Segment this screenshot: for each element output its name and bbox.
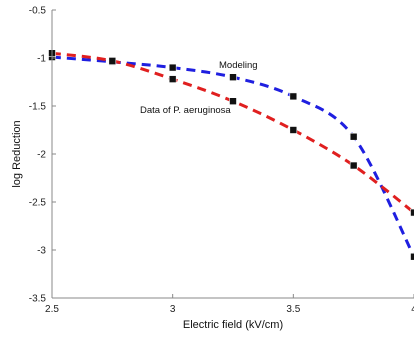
data-point-modeling	[168, 63, 177, 72]
data-point-data-of-p-aeruginosa	[349, 161, 358, 170]
data-point-data-of-p-aeruginosa	[410, 208, 414, 217]
data-point-data-of-p-aeruginosa	[108, 57, 117, 65]
y-tick-label: -1	[37, 54, 46, 65]
data-point-modeling	[289, 92, 298, 101]
data-point-modeling	[349, 132, 358, 141]
data-point-data-of-p-aeruginosa	[168, 75, 177, 83]
annotation-modeling: Modeling	[219, 60, 258, 71]
data-point-data-of-p-aeruginosa	[229, 97, 237, 105]
x-tick-label: 4	[411, 304, 414, 315]
data-point-modeling	[410, 252, 414, 261]
annotation-data-p-aeruginosa: Data of P. aeruginosa	[140, 105, 231, 116]
x-axis-label: Electric field (kV/cm)	[183, 319, 283, 331]
y-tick-label: -2	[37, 150, 46, 161]
data-point-modeling	[229, 73, 237, 81]
y-tick-label: -2.5	[29, 198, 47, 209]
data-point-data-of-p-aeruginosa	[289, 126, 298, 134]
x-tick-label: 3	[170, 304, 176, 315]
plot-area	[52, 10, 414, 298]
y-tick-label: -0.5	[29, 6, 47, 17]
series-layer	[48, 49, 414, 261]
x-tick-label: 2.5	[45, 304, 59, 315]
y-tick-label: -3	[37, 246, 46, 257]
ticks-layer: 2.5 3 3.5 4 -0.5 -1 -1.5 -2 -2.5 -3 -3.5	[29, 6, 414, 315]
y-axis-label: log Reduction	[11, 120, 23, 187]
y-tick-label: -1.5	[29, 102, 47, 113]
x-tick-label: 3.5	[286, 304, 300, 315]
y-tick-label: -3.5	[29, 294, 47, 305]
